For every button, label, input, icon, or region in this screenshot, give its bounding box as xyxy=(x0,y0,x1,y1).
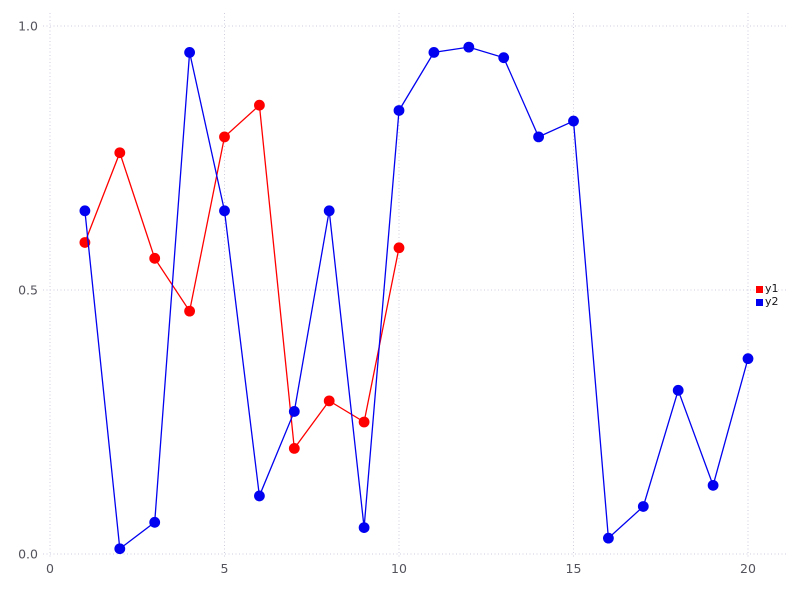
series-layer xyxy=(79,41,754,555)
data-point-y2-x5 xyxy=(219,205,230,217)
data-point-y2-x1 xyxy=(79,205,91,217)
data-point-y2-x15 xyxy=(568,115,579,127)
data-point-y2-x16 xyxy=(603,532,614,544)
data-point-y2-x8 xyxy=(323,205,335,217)
legend-item-y2: y2 xyxy=(756,296,779,308)
data-point-y2-x14 xyxy=(533,131,544,143)
data-point-y2-x10 xyxy=(393,105,405,116)
data-point-y2-x18 xyxy=(672,384,684,396)
y-tick-label: 0.0 xyxy=(18,547,38,562)
data-point-y1-x8 xyxy=(323,395,335,407)
data-point-y1-x10 xyxy=(393,242,405,254)
data-point-y1-x7 xyxy=(288,443,300,454)
legend-swatch-y2-icon xyxy=(756,298,763,306)
data-point-y2-x9 xyxy=(358,522,370,533)
data-point-y2-x3 xyxy=(149,516,161,528)
legend-swatch-y1-icon xyxy=(756,285,763,293)
legend-item-y1: y1 xyxy=(756,283,779,295)
data-point-y2-x7 xyxy=(288,406,300,417)
data-point-y2-x19 xyxy=(707,479,719,491)
data-point-y1-x3 xyxy=(149,252,161,264)
x-tick-label: 20 xyxy=(740,561,756,576)
data-point-y2-x17 xyxy=(637,501,649,512)
data-point-y1-x6 xyxy=(254,99,265,111)
data-point-y1-x4 xyxy=(184,305,196,317)
y-tick-label: 1.0 xyxy=(18,19,38,34)
x-tick-label: 5 xyxy=(221,561,229,576)
x-tick-label: 0 xyxy=(46,561,54,576)
data-point-y2-x4 xyxy=(184,47,196,58)
data-point-y2-x13 xyxy=(498,52,510,64)
data-point-y2-x11 xyxy=(428,47,440,58)
legend-label-y2: y2 xyxy=(765,295,779,308)
data-point-y1-x9 xyxy=(358,416,370,428)
series-line-y2 xyxy=(84,46,749,550)
tick-labels-layer: 0 5 10 15 20 0.0 0.5 1.0 xyxy=(18,19,756,577)
data-point-y1-x5 xyxy=(219,131,230,143)
x-tick-label: 15 xyxy=(566,561,582,576)
data-point-y2-x6 xyxy=(254,490,265,502)
data-point-y1-x2 xyxy=(114,147,126,159)
legend-label-y1: y1 xyxy=(765,282,779,295)
y-tick-label: 0.5 xyxy=(18,283,38,298)
legend: y1 y2 xyxy=(756,283,779,308)
series-line-y1 xyxy=(84,103,400,451)
data-point-y2-x20 xyxy=(742,353,754,365)
data-point-y2-x2 xyxy=(114,543,126,555)
data-point-y2-x12 xyxy=(463,41,475,53)
gridlines-layer xyxy=(43,13,788,558)
x-tick-label: 10 xyxy=(391,561,407,576)
